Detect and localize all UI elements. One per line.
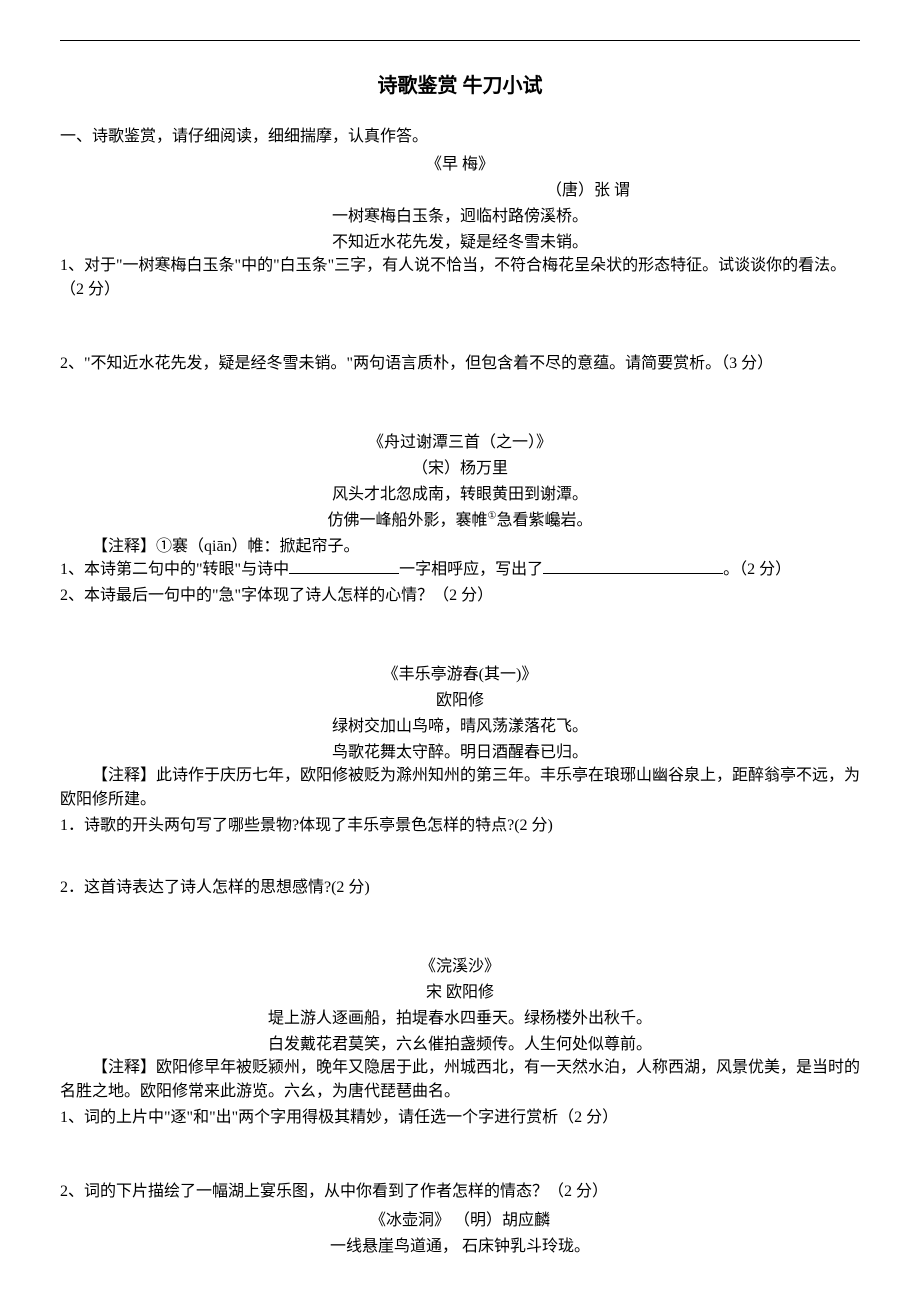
poem3-q2: 2．这首诗表达了诗人怎样的思想感情?(2 分) [60, 876, 860, 900]
poem2-q2: 2、本诗最后一句中的"急"字体现了诗人怎样的心情？（2 分） [60, 584, 860, 608]
poem4-q2: 2、词的下片描绘了一幅湖上宴乐图，从中你看到了作者怎样的情态？（2 分） [60, 1180, 860, 1204]
poem3-line2: 鸟歌花舞太守醉。明日酒醒春已归。 [60, 738, 860, 762]
poem2-q1a: 1、本诗第二句中的"转眼"与诗中 [60, 561, 289, 578]
poem4-note: 【注释】欧阳修早年被贬颍州，晚年又隐居于此，州城西北，有一天然水泊，人称西湖，风… [60, 1056, 860, 1104]
top-rule [60, 40, 860, 41]
poem2-title: 《舟过谢潭三首（之一）》 [60, 428, 860, 452]
poem5-line1: 一线悬崖鸟道通， 石床钟乳斗玲珑。 [60, 1232, 860, 1256]
poem3-title: 《丰乐亭游春(其一)》 [60, 660, 860, 684]
poem1-q1: 1、对于"一树寒梅白玉条"中的"白玉条"三字，有人说不恰当，不符合梅花呈朵状的形… [60, 254, 860, 302]
poem5-title: 《冰壶洞》 （明）胡应麟 [60, 1206, 860, 1230]
poem1-q2: 2、"不知近水花先发，疑是经冬雪未销。"两句语言质朴，但包含着不尽的意蕴。请简要… [60, 352, 860, 376]
poem1-line2: 不知近水花先发，疑是经冬雪未销。 [60, 228, 860, 252]
blank-1 [289, 558, 399, 574]
section-heading: 一、诗歌鉴赏，请仔细阅读，细细揣摩，认真作答。 [60, 122, 860, 146]
poem2-author: （宋）杨万里 [60, 454, 860, 478]
poem4-line2: 白发戴花君莫笑，六幺催拍盏频传。人生何处似尊前。 [60, 1030, 860, 1054]
poem2-q1: 1、本诗第二句中的"转眼"与诗中 一字相呼应，写出了 。（2 分） [60, 558, 860, 582]
poem4-author: 宋 欧阳修 [60, 978, 860, 1002]
blank-2 [543, 558, 723, 574]
poem4-title: 《浣溪沙》 [60, 952, 860, 976]
poem4-line1: 堤上游人逐画船，拍堤春水四垂天。绿杨楼外出秋千。 [60, 1004, 860, 1028]
poem2-line2b: 急看紫巉岩。 [496, 512, 592, 529]
poem3-q1: 1．诗歌的开头两句写了哪些景物?体现了丰乐亭景色怎样的特点?(2 分) [60, 814, 860, 838]
poem1-title: 《早 梅》 [60, 150, 860, 174]
poem1-line1: 一树寒梅白玉条，迥临村路傍溪桥。 [60, 202, 860, 226]
poem2-q1b: 一字相呼应，写出了 [399, 561, 543, 578]
poem1-author: （唐）张 谓 [60, 176, 860, 200]
poem3-author: 欧阳修 [60, 686, 860, 710]
poem2-line2: 仿佛一峰船外影，褰帷①急看紫巉岩。 [60, 506, 860, 530]
poem4-q1: 1、词的上片中"逐"和"出"两个字用得极其精妙，请任选一个字进行赏析（2 分） [60, 1106, 860, 1130]
poem2-note: 【注释】①褰（qiān）帷：掀起帘子。 [60, 532, 860, 556]
poem2-line1: 风头才北忽成南，转眼黄田到谢潭。 [60, 480, 860, 504]
poem2-q1c: 。（2 分） [723, 561, 791, 578]
poem3-line1: 绿树交加山鸟啼，晴风荡漾落花飞。 [60, 712, 860, 736]
poem2-line2a: 仿佛一峰船外影，褰帷 [328, 512, 488, 529]
page-title: 诗歌鉴赏 牛刀小试 [60, 69, 860, 98]
poem3-note: 【注释】此诗作于庆历七年，欧阳修被贬为滁州知州的第三年。丰乐亭在琅琊山幽谷泉上，… [60, 764, 860, 812]
